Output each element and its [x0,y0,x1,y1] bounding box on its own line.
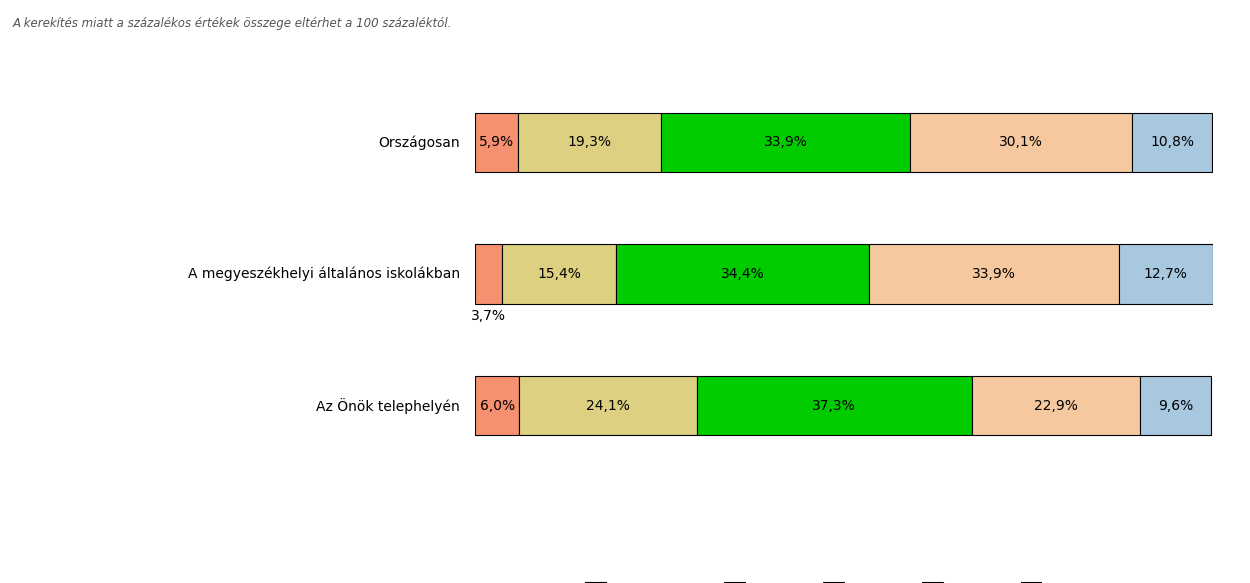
Text: Az Önök telephelyén: Az Önök telephelyén [316,398,460,413]
Text: 9,6%: 9,6% [1158,399,1194,413]
Text: A megyeszékhelyi általános iskolákban: A megyeszékhelyi általános iskolákban [188,267,460,281]
Bar [971,376,1140,436]
Text: 19,3%: 19,3% [568,135,611,149]
Bar [1132,113,1211,172]
Text: 3,7%: 3,7% [471,309,506,323]
Bar [475,113,519,172]
Text: 33,9%: 33,9% [972,267,1016,281]
Text: 10,8%: 10,8% [1150,135,1194,149]
Text: 33,9%: 33,9% [764,135,808,149]
Text: 37,3%: 37,3% [812,399,856,413]
Legend: 1. szint alatti, 1. szint, 2. szint, 3. szint, 4. szint: 1. szint alatti, 1. szint, 2. szint, 3. … [578,575,1110,583]
Text: 24,1%: 24,1% [586,399,630,413]
Text: 15,4%: 15,4% [538,267,581,281]
Bar [869,244,1119,304]
Bar [475,376,519,436]
Bar [503,244,616,304]
Bar [910,113,1132,172]
Bar [616,244,869,304]
Text: 6,0%: 6,0% [480,399,515,413]
Text: 12,7%: 12,7% [1144,267,1188,281]
Bar [519,113,661,172]
Bar [696,376,971,436]
Bar [1140,376,1211,436]
Text: 22,9%: 22,9% [1034,399,1078,413]
Text: 5,9%: 5,9% [479,135,514,149]
Bar [475,244,502,304]
Text: Országosan: Országosan [379,135,460,150]
Bar [661,113,910,172]
Text: 30,1%: 30,1% [999,135,1044,149]
Bar [519,376,696,436]
Text: 34,4%: 34,4% [720,267,764,281]
Text: A kerekítés miatt a százalékos értékek összege eltérhet a 100 százaléktól.: A kerekítés miatt a százalékos értékek ö… [12,17,452,30]
Bar [1119,244,1212,304]
